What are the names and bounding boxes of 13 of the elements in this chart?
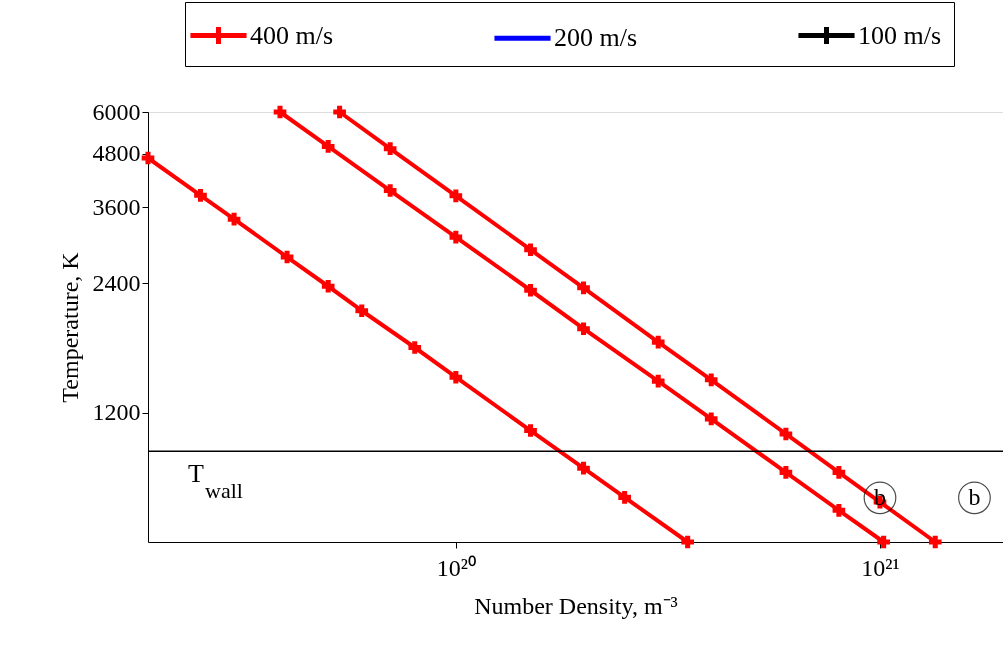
y-tick-label: 6000	[92, 98, 141, 125]
y-axis-title: Temperature, K	[56, 251, 83, 403]
x-tick-label: 10²¹	[861, 554, 900, 581]
legend-label: 400 m/s	[250, 20, 334, 50]
y-tick-label: 4800	[92, 140, 141, 167]
x-axis-title: Number Density, m⁻³	[474, 592, 678, 619]
x-tick-label: 10²⁰	[436, 554, 476, 581]
legend-label: 100 m/s	[858, 20, 942, 50]
y-tick-label: 2400	[92, 269, 141, 296]
y-tick-label: 1200	[92, 399, 141, 426]
legend-label: 200 m/s	[554, 23, 638, 53]
annotation: b	[968, 483, 981, 510]
y-tick-label: 3600	[92, 193, 141, 220]
